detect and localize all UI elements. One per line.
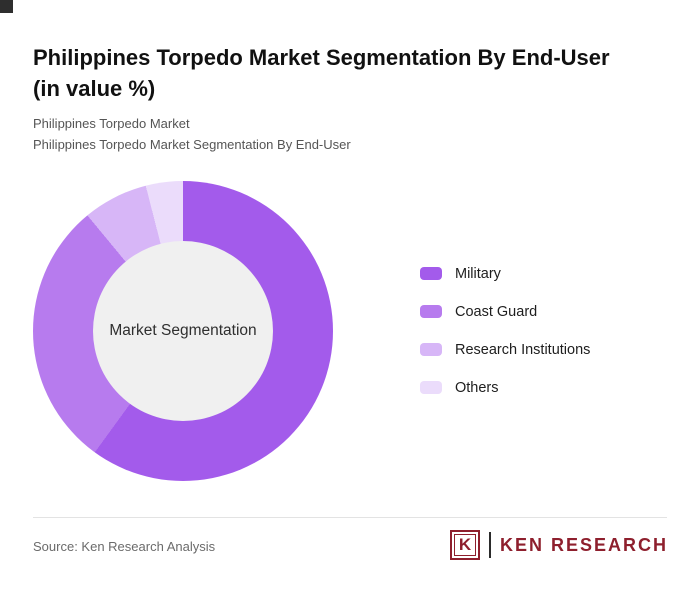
legend-item: Research Institutions bbox=[420, 339, 590, 360]
legend-label: Military bbox=[455, 265, 501, 282]
legend-item: Coast Guard bbox=[420, 301, 590, 322]
legend-swatch bbox=[420, 381, 442, 394]
corner-mark bbox=[0, 0, 13, 13]
page-title: Philippines Torpedo Market Segmentation … bbox=[33, 44, 610, 101]
donut-chart-area: Market Segmentation bbox=[33, 181, 333, 481]
subtitle-line-1: Philippines Torpedo Market bbox=[33, 116, 190, 131]
footer-divider bbox=[33, 517, 667, 518]
legend-label: Coast Guard bbox=[455, 303, 538, 320]
subtitle-line-2: Philippines Torpedo Market Segmentation … bbox=[33, 137, 351, 153]
legend-swatch bbox=[420, 343, 442, 356]
chart-subtitle: Philippines Torpedo Market Philippines T… bbox=[33, 113, 351, 155]
legend: Military Coast Guard Research Institutions… bbox=[420, 263, 590, 415]
legend-swatch bbox=[420, 267, 442, 280]
legend-label: Others bbox=[455, 379, 499, 396]
donut-center-label: Market Segmentation bbox=[109, 322, 257, 339]
logo-text: KEN RESEARCH bbox=[499, 534, 668, 555]
legend-item: Others bbox=[420, 377, 590, 398]
logo-divider bbox=[488, 532, 491, 558]
logo-k-mark: K bbox=[449, 530, 480, 560]
ken-research-logo: K KEN RESEARCH bbox=[449, 530, 668, 560]
source-text: Source: Ken Research Analysis bbox=[33, 539, 216, 554]
legend-item: Military bbox=[420, 263, 590, 284]
legend-label: Research Institutions bbox=[455, 341, 591, 358]
legend-swatch bbox=[420, 305, 442, 318]
donut-hole: Market Segmentation bbox=[93, 241, 273, 421]
